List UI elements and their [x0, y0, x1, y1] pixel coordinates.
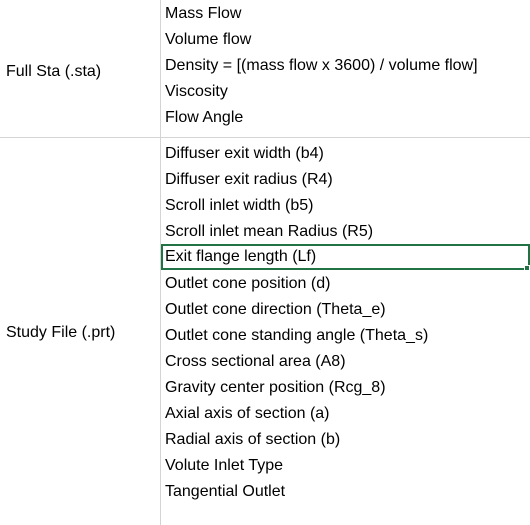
cell-diffuser-exit-radius[interactable]: Diffuser exit radius (R4) — [165, 171, 333, 188]
cell-mass-flow[interactable]: Mass Flow — [165, 5, 242, 22]
cell-volume-flow[interactable]: Volume flow — [165, 31, 252, 48]
cell-tangential-outlet[interactable]: Tangential Outlet — [165, 483, 286, 500]
group-label-study-file[interactable]: Study File (.prt) — [6, 324, 116, 341]
cell-scroll-inlet-radius[interactable]: Scroll inlet mean Radius (R5) — [165, 223, 374, 240]
cell-cross-sectional-area[interactable]: Cross sectional area (A8) — [165, 353, 346, 370]
cell-axial-axis[interactable]: Axial axis of section (a) — [165, 405, 330, 422]
group-label-full-sta[interactable]: Full Sta (.sta) — [6, 63, 102, 80]
selected-cell-exit-flange-length[interactable]: Exit flange length (Lf) — [161, 244, 530, 270]
cell-density[interactable]: Density = [(mass flow x 3600) / volume f… — [165, 57, 478, 74]
cell-gravity-center-position[interactable]: Gravity center position (Rcg_8) — [165, 379, 386, 396]
cell-outlet-cone-direction[interactable]: Outlet cone direction (Theta_e) — [165, 301, 386, 318]
cell-flow-angle[interactable]: Flow Angle — [165, 109, 244, 126]
cell-outlet-cone-standing-angle[interactable]: Outlet cone standing angle (Theta_s) — [165, 327, 429, 344]
cell-radial-axis[interactable]: Radial axis of section (b) — [165, 431, 341, 448]
cell-outlet-cone-position[interactable]: Outlet cone position (d) — [165, 275, 331, 292]
cell-diffuser-exit-width[interactable]: Diffuser exit width (b4) — [165, 145, 324, 162]
cell-volute-inlet-type[interactable]: Volute Inlet Type — [165, 457, 284, 474]
row-divider — [0, 137, 530, 138]
cell-scroll-inlet-width[interactable]: Scroll inlet width (b5) — [165, 197, 314, 214]
column-divider — [160, 0, 161, 525]
cell-viscosity[interactable]: Viscosity — [165, 83, 228, 100]
